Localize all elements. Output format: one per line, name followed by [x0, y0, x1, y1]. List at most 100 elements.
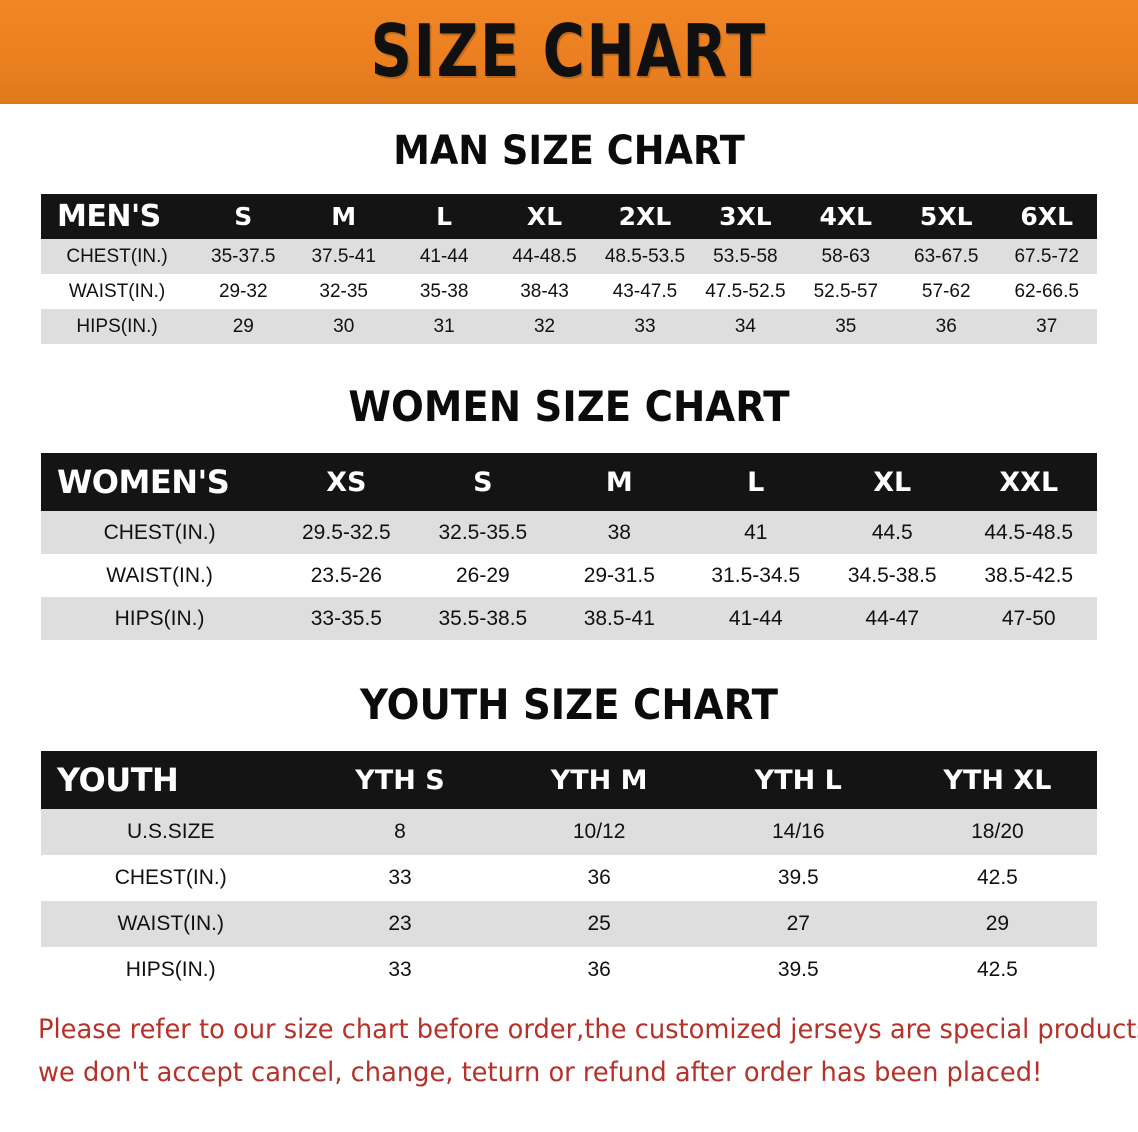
cell: 37.5-41 — [293, 239, 394, 274]
table-row: WAIST(IN.) 23 25 27 29 — [41, 901, 1097, 947]
cell: 38.5-42.5 — [960, 554, 1097, 597]
youth-table-wrap: YOUTH YTH S YTH M YTH L YTH XL U.S.SIZE … — [0, 751, 1138, 993]
cell: 36 — [499, 947, 699, 993]
cell: 38 — [551, 511, 688, 554]
cell: 47.5-52.5 — [695, 274, 796, 309]
cell: 62-66.5 — [996, 274, 1097, 309]
cell: 33 — [594, 309, 696, 344]
youth-column-header: YTH XL — [897, 751, 1097, 809]
youth-table-body: U.S.SIZE 8 10/12 14/16 18/20 CHEST(IN.) … — [41, 809, 1097, 993]
cell: 18/20 — [897, 809, 1097, 855]
cell: 35-38 — [393, 274, 495, 309]
policy-note: Please refer to our size chart before or… — [38, 1009, 1138, 1095]
man-column-header: XL — [494, 194, 595, 239]
table-row: WAIST(IN.) 23.5-26 26-29 29-31.5 31.5-34… — [41, 554, 1097, 597]
women-table-head: WOMEN'S XS S M L XL XXL — [41, 453, 1097, 511]
cell: 33-35.5 — [278, 597, 415, 640]
table-row: WAIST(IN.) 29-32 32-35 35-38 38-43 43-47… — [41, 274, 1097, 309]
table-header-row: YOUTH YTH S YTH M YTH L YTH XL — [41, 751, 1097, 809]
cell: 47-50 — [960, 597, 1097, 640]
cell: 38-43 — [494, 274, 595, 309]
cell: 37 — [996, 309, 1097, 344]
cell: 31.5-34.5 — [687, 554, 825, 597]
cell: 25 — [499, 901, 699, 947]
cell: 36 — [499, 855, 699, 901]
youth-size-table: YOUTH YTH S YTH M YTH L YTH XL U.S.SIZE … — [41, 751, 1097, 993]
cell: 29 — [897, 901, 1097, 947]
cell: 30 — [293, 309, 394, 344]
table-row: HIPS(IN.) 29 30 31 32 33 34 35 36 37 — [41, 309, 1097, 344]
women-corner-label: WOMEN'S — [41, 453, 279, 511]
man-column-header: M — [293, 194, 394, 239]
cell: 27 — [698, 901, 898, 947]
women-column-header: XXL — [960, 453, 1097, 511]
man-size-table: MEN'S S M L XL 2XL 3XL 4XL 5XL 6XL CHEST… — [41, 194, 1097, 344]
cell: 39.5 — [698, 855, 898, 901]
man-column-header: 2XL — [594, 194, 696, 239]
cell: 32.5-35.5 — [414, 511, 552, 554]
youth-table-head: YOUTH YTH S YTH M YTH L YTH XL — [41, 751, 1097, 809]
women-section-title: WOMEN SIZE CHART — [348, 382, 790, 431]
table-row: HIPS(IN.) 33 36 39.5 42.5 — [41, 947, 1097, 993]
cell: 53.5-58 — [695, 239, 796, 274]
cell: 35.5-38.5 — [414, 597, 552, 640]
table-header-row: MEN'S S M L XL 2XL 3XL 4XL 5XL 6XL — [41, 194, 1097, 239]
women-column-header: XL — [824, 453, 961, 511]
women-table-wrap: WOMEN'S XS S M L XL XXL CHEST(IN.) 29.5-… — [0, 453, 1138, 640]
man-table-body: CHEST(IN.) 35-37.5 37.5-41 41-44 44-48.5… — [41, 239, 1097, 344]
cell: 44-47 — [824, 597, 961, 640]
youth-column-header: YTH S — [300, 751, 500, 809]
cell: 14/16 — [698, 809, 898, 855]
youth-column-header: YTH M — [499, 751, 699, 809]
cell: 23 — [300, 901, 500, 947]
man-column-header: L — [393, 194, 495, 239]
cell: 32-35 — [293, 274, 394, 309]
cell: 44.5-48.5 — [960, 511, 1097, 554]
man-column-header: 4XL — [795, 194, 897, 239]
banner-title: SIZE CHART — [370, 9, 768, 93]
cell: 36 — [896, 309, 997, 344]
cell: 57-62 — [896, 274, 997, 309]
row-label: WAIST(IN.) — [41, 554, 279, 597]
youth-corner-label: YOUTH — [41, 751, 301, 809]
page-banner: SIZE CHART — [0, 0, 1138, 104]
table-row: U.S.SIZE 8 10/12 14/16 18/20 — [41, 809, 1097, 855]
cell: 35-37.5 — [193, 239, 294, 274]
cell: 63-67.5 — [896, 239, 997, 274]
cell: 29-32 — [193, 274, 294, 309]
man-column-header: 3XL — [695, 194, 796, 239]
cell: 41 — [687, 511, 825, 554]
table-header-row: WOMEN'S XS S M L XL XXL — [41, 453, 1097, 511]
cell: 31 — [393, 309, 495, 344]
cell: 52.5-57 — [795, 274, 897, 309]
cell: 32 — [494, 309, 595, 344]
row-label: HIPS(IN.) — [41, 947, 301, 993]
women-column-header: L — [687, 453, 825, 511]
cell: 10/12 — [499, 809, 699, 855]
policy-note-line-2: we don't accept cancel, change, teturn o… — [38, 1056, 1043, 1088]
cell: 34.5-38.5 — [824, 554, 961, 597]
women-column-header: XS — [278, 453, 415, 511]
man-column-header: S — [193, 194, 294, 239]
cell: 38.5-41 — [551, 597, 688, 640]
women-column-header: S — [414, 453, 552, 511]
cell: 43-47.5 — [594, 274, 696, 309]
man-column-header: 6XL — [996, 194, 1097, 239]
cell: 8 — [300, 809, 500, 855]
man-column-header: 5XL — [896, 194, 997, 239]
man-table-wrap: MEN'S S M L XL 2XL 3XL 4XL 5XL 6XL CHEST… — [0, 194, 1138, 344]
cell: 26-29 — [414, 554, 552, 597]
cell: 34 — [695, 309, 796, 344]
cell: 42.5 — [897, 947, 1097, 993]
cell: 48.5-53.5 — [594, 239, 696, 274]
cell: 44-48.5 — [494, 239, 595, 274]
cell: 29-31.5 — [551, 554, 688, 597]
row-label: HIPS(IN.) — [41, 309, 194, 344]
cell: 41-44 — [393, 239, 495, 274]
youth-section-title: YOUTH SIZE CHART — [359, 680, 779, 729]
women-table-body: CHEST(IN.) 29.5-32.5 32.5-35.5 38 41 44.… — [41, 511, 1097, 640]
man-table-head: MEN'S S M L XL 2XL 3XL 4XL 5XL 6XL — [41, 194, 1097, 239]
policy-note-line-1: Please refer to our size chart before or… — [38, 1014, 1138, 1045]
row-label: WAIST(IN.) — [41, 274, 194, 309]
